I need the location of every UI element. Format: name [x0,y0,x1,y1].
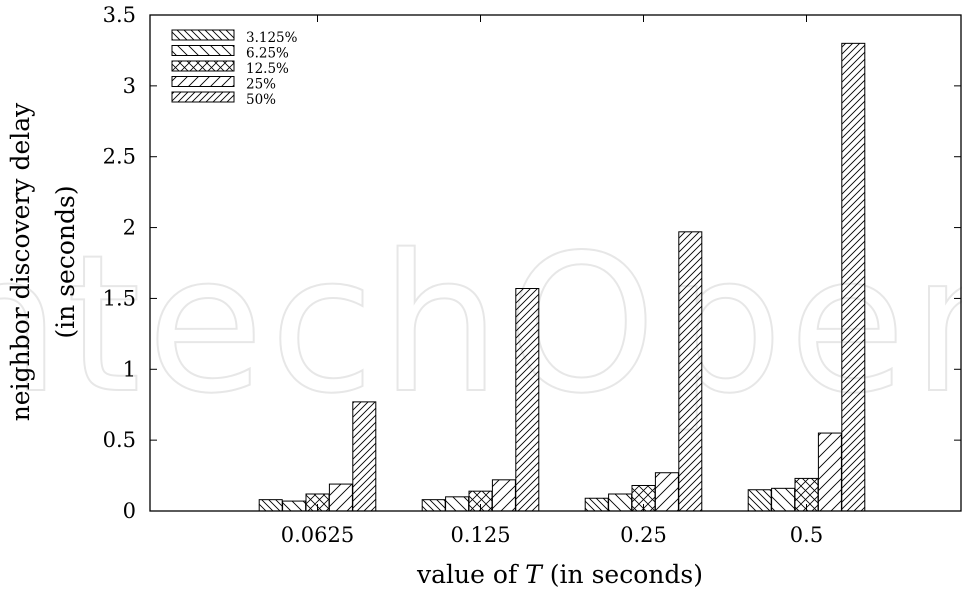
y-tick-label: 1 [123,357,136,381]
bar-3-125--0.0625 [258,499,283,512]
legend-swatch [171,29,235,41]
plot-frame [149,14,962,512]
bar-6-25--0.25 [608,493,633,512]
bar-25--0.125 [491,479,516,512]
bar-12-5--0.5 [794,477,819,512]
bar-50--0.25 [678,231,703,512]
watermark-text: ntechOpen [0,214,962,435]
y-tick-label: 2.5 [103,145,136,169]
legend-swatch [171,45,235,56]
bar-3-125--0.125 [421,499,446,512]
y-tick-label: 3 [123,74,136,98]
legend-label: 3.125% [246,30,298,46]
bar-12-5--0.0625 [305,493,330,512]
y-tick-label: 2 [123,216,136,240]
bar-25--0.0625 [328,483,353,512]
y-axis-title-line1: neighbor discovery delay [6,102,35,421]
bar-6-25--0.5 [771,487,796,512]
bar-6-25--0.125 [445,496,470,512]
y-axis-title-line2: (in seconds) [51,185,80,338]
bar-12-5--0.25 [631,484,656,512]
y-tick-label: 0 [123,499,136,523]
bar-6-25--0.0625 [282,500,307,512]
x-tick-label: 0.0625 [281,523,354,547]
legend-label: 50% [246,92,276,108]
bar-3-125--0.25 [584,497,609,512]
x-tick-label: 0.25 [620,523,667,547]
y-tick-label: 0.5 [103,428,136,452]
y-tick-label: 3.5 [103,3,136,27]
x-tick-label: 0.125 [450,523,510,547]
legend-swatch [171,60,235,72]
x-tick-label: 0.5 [790,523,823,547]
bar-12-5--0.125 [468,490,493,512]
bar-50--0.5 [841,42,866,512]
legend-label: 6.25% [246,46,289,62]
bar-50--0.125 [515,288,540,512]
bar-3-125--0.5 [747,489,772,512]
x-axis-title: value of T (in seconds) [416,560,703,589]
legend-label: 12.5% [246,61,289,77]
legend-label: 25% [246,77,276,93]
bar-25--0.5 [817,432,842,512]
legend-swatch [171,91,235,103]
bar-25--0.25 [654,472,679,512]
bar-50--0.0625 [352,401,377,512]
legend-swatch [171,76,235,87]
y-tick-label: 1.5 [103,286,136,310]
